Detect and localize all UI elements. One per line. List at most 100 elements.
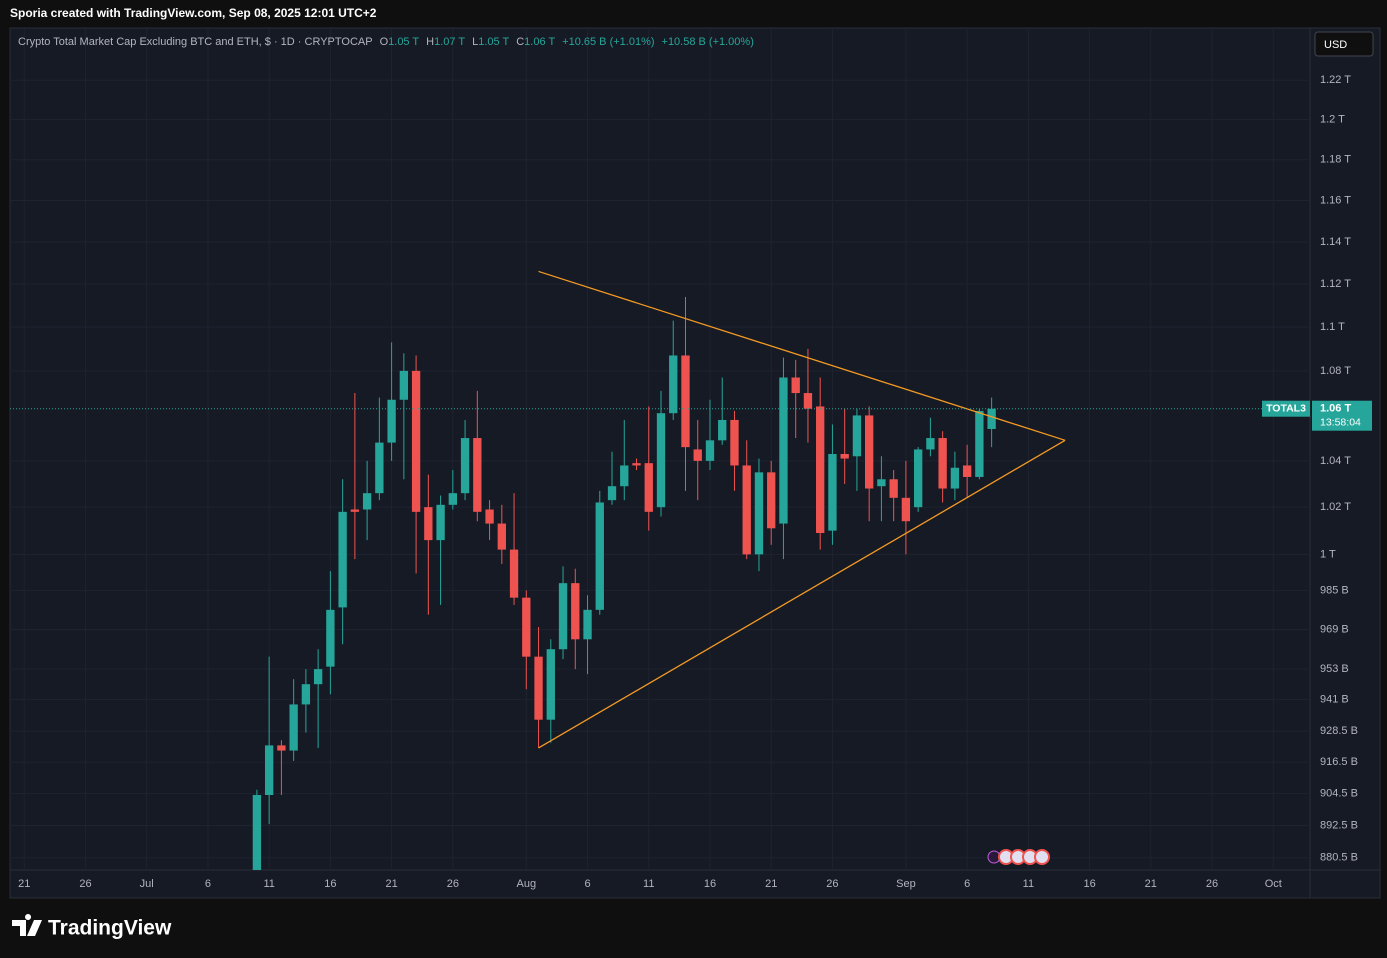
- candle-body: [497, 523, 506, 550]
- candle-body: [913, 449, 923, 508]
- event-icon: [1034, 849, 1050, 865]
- candle-body: [620, 465, 629, 487]
- candle-body: [889, 479, 898, 498]
- candle-body: [828, 453, 837, 531]
- y-tick-label: 953 B: [1320, 663, 1349, 675]
- brand-name: TradingView: [48, 917, 172, 940]
- y-tick-label: 1 T: [1320, 548, 1336, 560]
- candle-body: [338, 511, 347, 608]
- ohlc-value: 1.07 T: [434, 36, 465, 48]
- ohlc-key: H: [426, 36, 434, 48]
- y-tick-label: 916.5 B: [1320, 756, 1358, 768]
- y-tick-label: 1.22 T: [1320, 74, 1351, 86]
- x-tick-label: Oct: [1265, 878, 1282, 890]
- candle-body: [730, 419, 739, 466]
- x-tick-label: 26: [79, 878, 91, 890]
- candle-body: [473, 438, 482, 512]
- candle-body: [852, 415, 862, 457]
- marks: [10, 270, 1310, 870]
- y-tick-label: 892.5 B: [1320, 819, 1358, 831]
- x-tick-label: 16: [1083, 878, 1095, 890]
- x-tick-label: 16: [324, 878, 336, 890]
- candle-body: [742, 465, 751, 555]
- candle-body: [534, 656, 543, 720]
- ohlc-value: 1.05 T: [478, 36, 509, 48]
- y-tick-label: 928.5 B: [1320, 725, 1358, 737]
- candle-body: [301, 684, 311, 705]
- x-tick-label: 21: [385, 878, 397, 890]
- x-tick-label: Sep: [896, 878, 916, 890]
- ohlc-value: 1.06 T: [524, 36, 555, 48]
- candle-body: [816, 406, 825, 534]
- candle-body: [632, 463, 641, 466]
- candle-body: [718, 419, 727, 441]
- candle-body: [362, 493, 372, 510]
- last-price-tag: [1312, 400, 1372, 431]
- candle-body: [779, 377, 788, 524]
- currency-label[interactable]: USD: [1324, 39, 1347, 51]
- legend-header: Crypto Total Market Cap Excluding BTC an…: [18, 36, 754, 48]
- y-tick-label: 1.1 T: [1320, 321, 1345, 333]
- last-price-label: 1.06 T: [1320, 403, 1351, 415]
- logo-icon: [12, 914, 42, 936]
- x-tick-label: 6: [205, 878, 211, 890]
- trendline: [538, 270, 1066, 441]
- candle-body: [326, 609, 335, 667]
- change: +10.65 B (+1.01%): [562, 36, 654, 48]
- candle-body: [975, 410, 984, 477]
- y-tick-label: 941 B: [1320, 693, 1349, 705]
- x-tick-label: 11: [643, 878, 654, 890]
- candle-body: [424, 507, 433, 541]
- candle-body: [460, 438, 470, 494]
- candle-body: [313, 669, 323, 685]
- ohlc-key: C: [516, 36, 524, 48]
- change-alt: +10.58 B (+1.00%): [662, 36, 754, 48]
- y-tick-label: 1.16 T: [1320, 194, 1351, 206]
- candle-body: [607, 486, 617, 501]
- x-tick-label: 21: [18, 878, 30, 890]
- ohlc-key: L: [472, 36, 478, 48]
- x-tick-label: 11: [263, 878, 274, 890]
- candle-body: [840, 453, 849, 459]
- candle-body: [411, 370, 421, 512]
- symbol-label: TOTAL3: [1266, 402, 1306, 414]
- candle-body: [509, 549, 519, 598]
- candle-body: [791, 377, 800, 394]
- y-tick-label: 880.5 B: [1320, 852, 1358, 864]
- y-tick-label: 1.2 T: [1320, 114, 1345, 126]
- title: Crypto Total Market Cap Excluding BTC an…: [18, 36, 373, 48]
- y-tick-label: 1.14 T: [1320, 236, 1351, 248]
- candle-body: [693, 449, 702, 461]
- candle-body: [252, 794, 262, 870]
- ohlc-key: O: [380, 36, 389, 48]
- x-tick-label: 6: [584, 878, 590, 890]
- candle-body: [289, 704, 298, 751]
- brand-logo: TradingView: [12, 914, 172, 940]
- x-tick-label: 16: [704, 878, 716, 890]
- ohlc-value: 1.05 T: [388, 36, 419, 48]
- candle-body: [399, 370, 409, 400]
- candle-body: [264, 745, 274, 795]
- candle-body: [448, 493, 457, 505]
- y-tick-label: 1.18 T: [1320, 154, 1351, 166]
- y-tick-label: 1.02 T: [1320, 501, 1351, 513]
- y-tick-label: 904.5 B: [1320, 788, 1358, 800]
- x-tick-label: 21: [1145, 878, 1157, 890]
- chart-frame: [9, 27, 1381, 899]
- candle-body: [754, 472, 764, 555]
- candle-body: [350, 509, 360, 512]
- candle-body: [436, 504, 445, 541]
- candle-body: [705, 440, 715, 461]
- watermark: Sporia created with TradingView.com, Sep…: [10, 6, 377, 20]
- y-tick-label: 1.04 T: [1320, 455, 1351, 467]
- candle-body: [558, 583, 568, 650]
- x-tick-label: 21: [765, 878, 777, 890]
- candle-body: [926, 438, 935, 450]
- currency-button[interactable]: [1314, 31, 1374, 57]
- x-tick-label: Aug: [517, 878, 537, 890]
- candle-body: [644, 463, 653, 512]
- candle-body: [277, 745, 286, 751]
- trendline: [538, 439, 1066, 749]
- candle-body: [938, 438, 947, 489]
